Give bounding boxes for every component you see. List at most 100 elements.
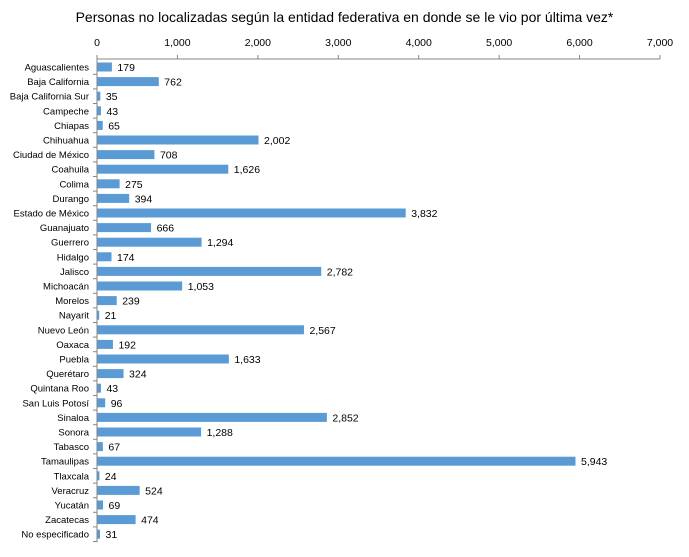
category-label: No especificado [21,530,89,541]
data-label: 43 [106,383,118,395]
bar [97,339,113,349]
category-label: Aguascalientes [25,63,90,74]
bar [97,135,259,145]
category-label: Ciudad de México [13,150,89,161]
category-label: Jalisco [60,267,89,278]
data-label: 1,294 [207,237,233,249]
x-tick-label: 7,000 [647,37,673,49]
data-label: 762 [164,77,182,89]
bar [97,310,100,320]
category-label: Baja California Sur [10,92,89,103]
data-label: 3,832 [411,208,437,220]
category-label: Zacatecas [45,515,89,526]
category-label: Yucatán [55,501,89,512]
x-tick-label: 4,000 [406,37,432,49]
category-label: Baja California [27,77,89,88]
category-label: Guerrero [51,238,89,249]
bar [97,150,155,160]
data-label: 239 [122,296,140,308]
bar [97,471,100,481]
data-label: 1,053 [188,281,214,293]
data-label: 474 [141,515,159,527]
chart-title: Personas no localizadas según la entidad… [75,9,614,25]
category-label: Hidalgo [57,252,89,263]
data-label: 43 [106,106,118,118]
bar [97,223,152,233]
bar [97,442,103,452]
category-label: Nuevo León [38,325,89,336]
category-label: Sonora [58,428,89,439]
data-label: 275 [125,179,143,191]
bar [97,179,120,189]
data-label: 35 [106,91,118,103]
data-label: 2,782 [327,266,353,278]
category-label: Durango [53,194,89,205]
bar [97,500,104,510]
bar [97,529,100,539]
bar [97,164,229,174]
bar [97,456,576,466]
category-label: Chihuahua [43,136,90,147]
bar [97,383,101,393]
category-label: Tlaxcala [54,471,90,482]
bar [97,193,130,203]
x-tick-label: 0 [94,37,100,49]
data-label: 65 [108,120,120,132]
data-label: 708 [160,150,178,162]
bar [97,120,103,130]
category-label: Coahuila [52,165,90,176]
data-label: 2,002 [264,135,290,147]
bar [97,412,327,422]
bar [97,266,322,276]
data-label: 5,943 [581,456,607,468]
bar [97,208,406,218]
category-label: Oaxaca [56,340,89,351]
data-label: 67 [108,442,120,454]
x-tick-label: 2,000 [245,37,271,49]
bar [97,281,183,291]
category-label: Guanajuato [40,223,89,234]
bar [97,91,101,101]
category-label: Querétaro [46,369,89,380]
data-label: 524 [145,485,163,497]
data-label: 69 [109,500,121,512]
category-label: San Luis Potosí [22,398,89,409]
data-label: 666 [157,223,175,235]
data-label: 2,852 [332,412,358,424]
category-label: Michoacán [43,282,89,293]
category-label: Campeche [43,106,89,117]
data-label: 2,567 [309,325,335,337]
x-tick-label: 5,000 [486,37,512,49]
category-label: Morelos [55,296,89,307]
bar [97,398,106,408]
data-label: 31 [105,529,117,541]
bar [97,252,112,262]
bar [97,427,202,437]
data-label: 21 [105,310,117,322]
category-label: Colima [59,179,89,190]
bar [97,369,124,379]
data-label: 1,288 [207,427,233,439]
x-tick-label: 6,000 [566,37,592,49]
bar [97,296,117,306]
data-label: 174 [117,252,135,264]
category-label: Puebla [59,355,89,366]
category-label: Nayarit [59,311,89,322]
category-label: Quintana Roo [30,384,89,395]
data-label: 96 [111,398,123,410]
data-label: 1,626 [234,164,260,176]
bar [97,485,140,495]
data-label: 1,633 [234,354,260,366]
bar [97,77,159,87]
data-label: 324 [129,369,147,381]
category-label: Chiapas [54,121,89,132]
category-label: Estado de México [13,209,89,220]
x-tick-label: 3,000 [325,37,351,49]
bar [97,62,112,72]
data-label: 192 [118,339,136,351]
x-tick-label: 1,000 [164,37,190,49]
bar [97,106,101,116]
category-label: Sinaloa [57,413,89,424]
bar [97,237,202,247]
